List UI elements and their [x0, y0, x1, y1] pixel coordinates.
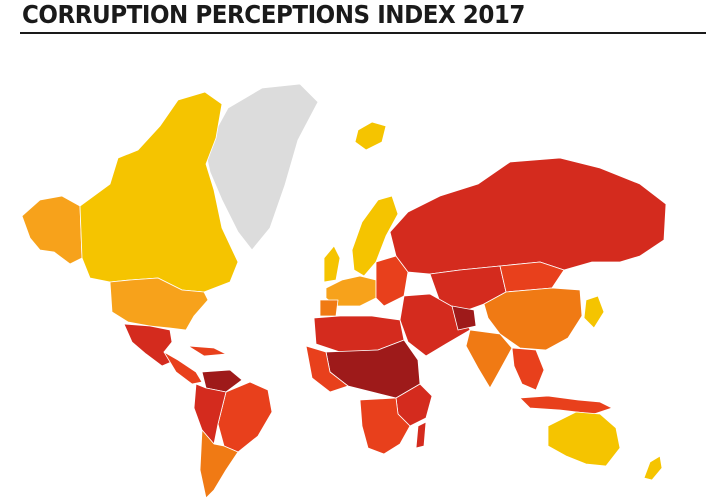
- region-uk: [323, 245, 341, 283]
- region-new-zealand: [643, 455, 663, 481]
- region-greenland: [204, 83, 319, 251]
- region-caribbean: [187, 345, 227, 357]
- region-madagascar: [415, 421, 427, 449]
- region-southeast-asia: [511, 347, 545, 391]
- region-afghanistan: [451, 305, 477, 331]
- region-brazil: [217, 381, 273, 453]
- page-title: CORRUPTION PERCEPTIONS INDEX 2017: [22, 0, 525, 29]
- region-indonesia: [519, 395, 613, 415]
- world-map: [21, 83, 667, 498]
- region-india: [465, 329, 513, 389]
- region-west-africa: [305, 345, 349, 393]
- region-chile-argentina: [199, 429, 239, 498]
- region-canada: [79, 91, 239, 293]
- region-japan: [583, 295, 605, 329]
- region-china: [483, 287, 583, 351]
- region-russia: [389, 157, 667, 275]
- region-iceland: [354, 121, 387, 151]
- region-mongolia: [499, 261, 565, 293]
- region-scandinavia: [351, 195, 399, 277]
- region-alaska: [21, 195, 83, 265]
- region-venezuela: [201, 369, 243, 393]
- region-central-america: [163, 351, 203, 385]
- region-peru-bolivia: [193, 383, 227, 445]
- region-southern-africa: [359, 397, 411, 455]
- title-underline: [20, 32, 706, 34]
- region-usa: [109, 277, 209, 331]
- region-iberia: [319, 299, 339, 317]
- region-australia: [547, 411, 621, 467]
